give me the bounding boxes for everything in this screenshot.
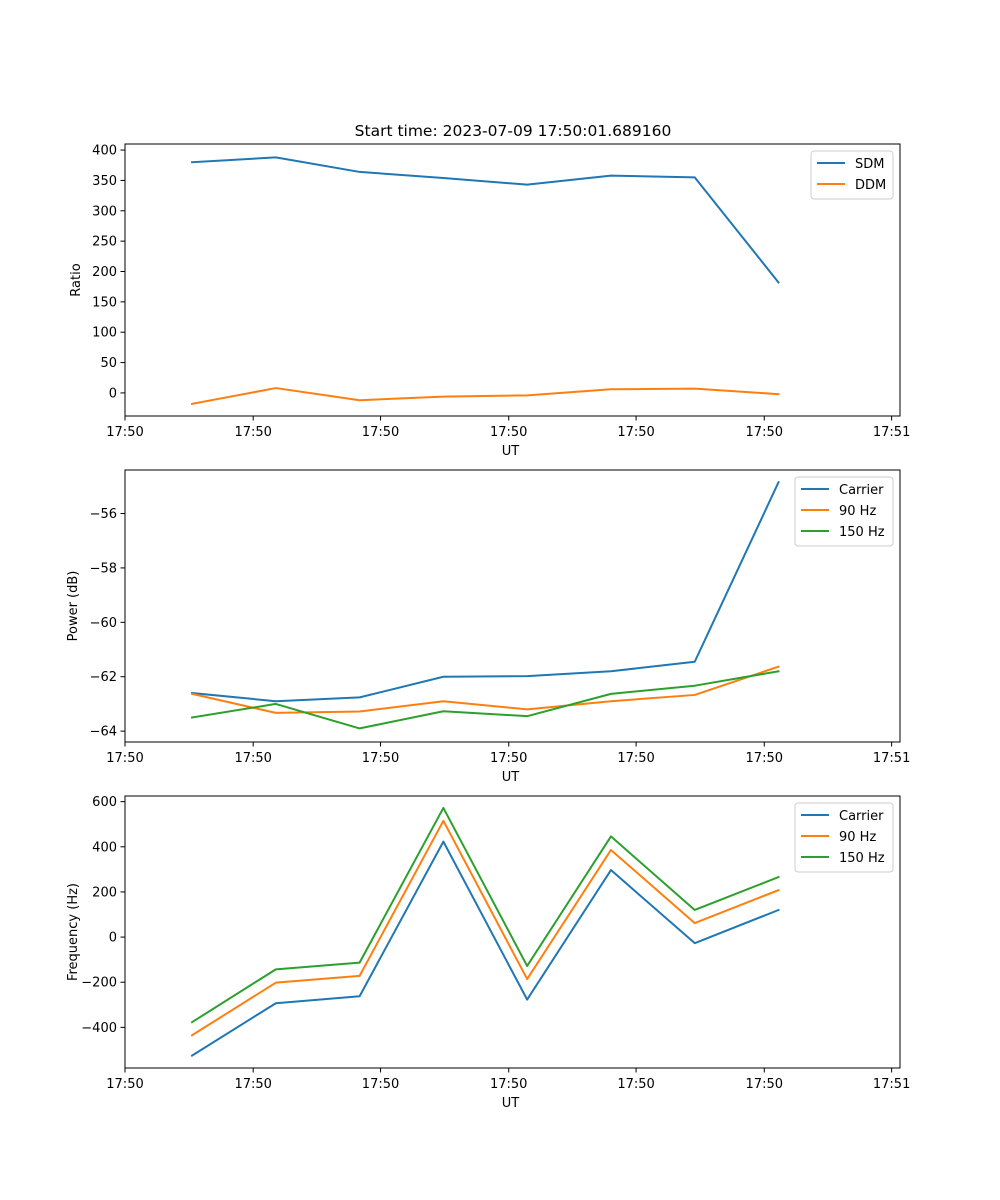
legend-entry: 150 Hz [839,525,885,540]
x-tick-label: 17:50 [746,1077,783,1092]
x-tick-label: 17:50 [234,425,271,440]
y-axis-label: Power (dB) [66,571,81,642]
legend-entry: 150 Hz [839,851,885,866]
y-tick-label: −62 [90,670,117,685]
x-axis-label: UT [502,770,520,785]
y-tick-label: −64 [90,725,117,740]
y-tick-label: 0 [109,386,117,401]
y-tick-label: 200 [92,885,117,900]
axes-frame [124,143,901,417]
y-tick-label: 200 [92,265,117,280]
subplot-2: 17:50 17:50 17:50 17:50 17:50 17:50 17:51 −64 −6… [66,469,910,785]
y-tick-label: 150 [92,295,117,310]
series-line-150-hz [190,670,780,730]
axes-frame [124,795,901,1069]
legend-frame [794,476,894,547]
y-tick-label: 300 [92,204,117,219]
subplot-1: 17:50 17:50 17:50 17:50 17:50 17:50 17:51 0 50 10… [69,143,910,459]
y-tick-label: 400 [92,144,117,159]
y-tick-label: −400 [81,1021,117,1036]
x-tick-label: 17:50 [106,425,143,440]
legend: Carrier 90 Hz 150 Hz [794,802,894,873]
x-axis-label: UT [502,1096,520,1111]
charts-container: 17:50 17:50 17:50 17:50 17:50 17:50 17:51 0 50 10… [66,143,910,1111]
legend-entry: SDM [855,157,884,172]
x-tick-label: 17:50 [490,751,527,766]
legend: SDM DDM [810,150,894,200]
series-line-150-hz [190,806,780,1024]
x-tick-label: 17:50 [106,1077,143,1092]
series-line-ddm [190,387,780,406]
legend: Carrier 90 Hz 150 Hz [794,476,894,547]
x-tick-label: 17:50 [617,425,654,440]
legend-frame [794,802,894,873]
x-tick-label: 17:50 [617,1077,654,1092]
y-tick-label: −56 [90,507,117,522]
y-tick-label: 0 [109,931,117,946]
x-tick-label: 17:50 [617,751,654,766]
series-line-sdm [190,156,780,284]
y-tick-label: 600 [92,795,117,810]
y-axis-label: Ratio [69,263,84,296]
y-tick-label: −200 [81,976,117,991]
x-tick-label: 17:50 [490,425,527,440]
x-tick-label: 17:51 [873,1077,910,1092]
legend-entry: 90 Hz [839,504,876,519]
series-line-carrier [190,840,780,1057]
series-line-carrier [190,480,780,703]
y-tick-label: −58 [90,561,117,576]
x-tick-label: 17:50 [746,425,783,440]
legend-entry: Carrier [839,809,884,824]
x-tick-label: 17:51 [873,425,910,440]
subplot-3: 17:50 17:50 17:50 17:50 17:50 17:50 17:51 −400 −… [66,795,910,1111]
x-tick-label: 17:50 [746,751,783,766]
x-axis-label: UT [502,444,520,459]
axes-frame [124,469,901,743]
x-tick-label: 17:50 [362,1077,399,1092]
legend-entry: 90 Hz [839,830,876,845]
x-tick-label: 17:51 [873,751,910,766]
y-tick-label: 50 [100,356,117,371]
x-tick-label: 17:50 [490,1077,527,1092]
legend-entry: Carrier [839,483,884,498]
series-line-90-hz [190,665,780,714]
y-tick-label: −60 [90,616,117,631]
figure-title: Start time: 2023-07-09 17:50:01.689160 [355,122,672,140]
x-tick-label: 17:50 [106,751,143,766]
legend-entry: DDM [855,178,886,193]
y-tick-label: 400 [92,840,117,855]
series-line-90-hz [190,819,780,1037]
x-tick-label: 17:50 [362,425,399,440]
x-tick-label: 17:50 [234,751,271,766]
y-tick-label: 350 [92,174,117,189]
y-axis-label: Frequency (Hz) [66,883,81,981]
y-tick-label: 250 [92,235,117,250]
y-tick-label: 100 [92,326,117,341]
x-tick-label: 17:50 [362,751,399,766]
x-tick-label: 17:50 [234,1077,271,1092]
